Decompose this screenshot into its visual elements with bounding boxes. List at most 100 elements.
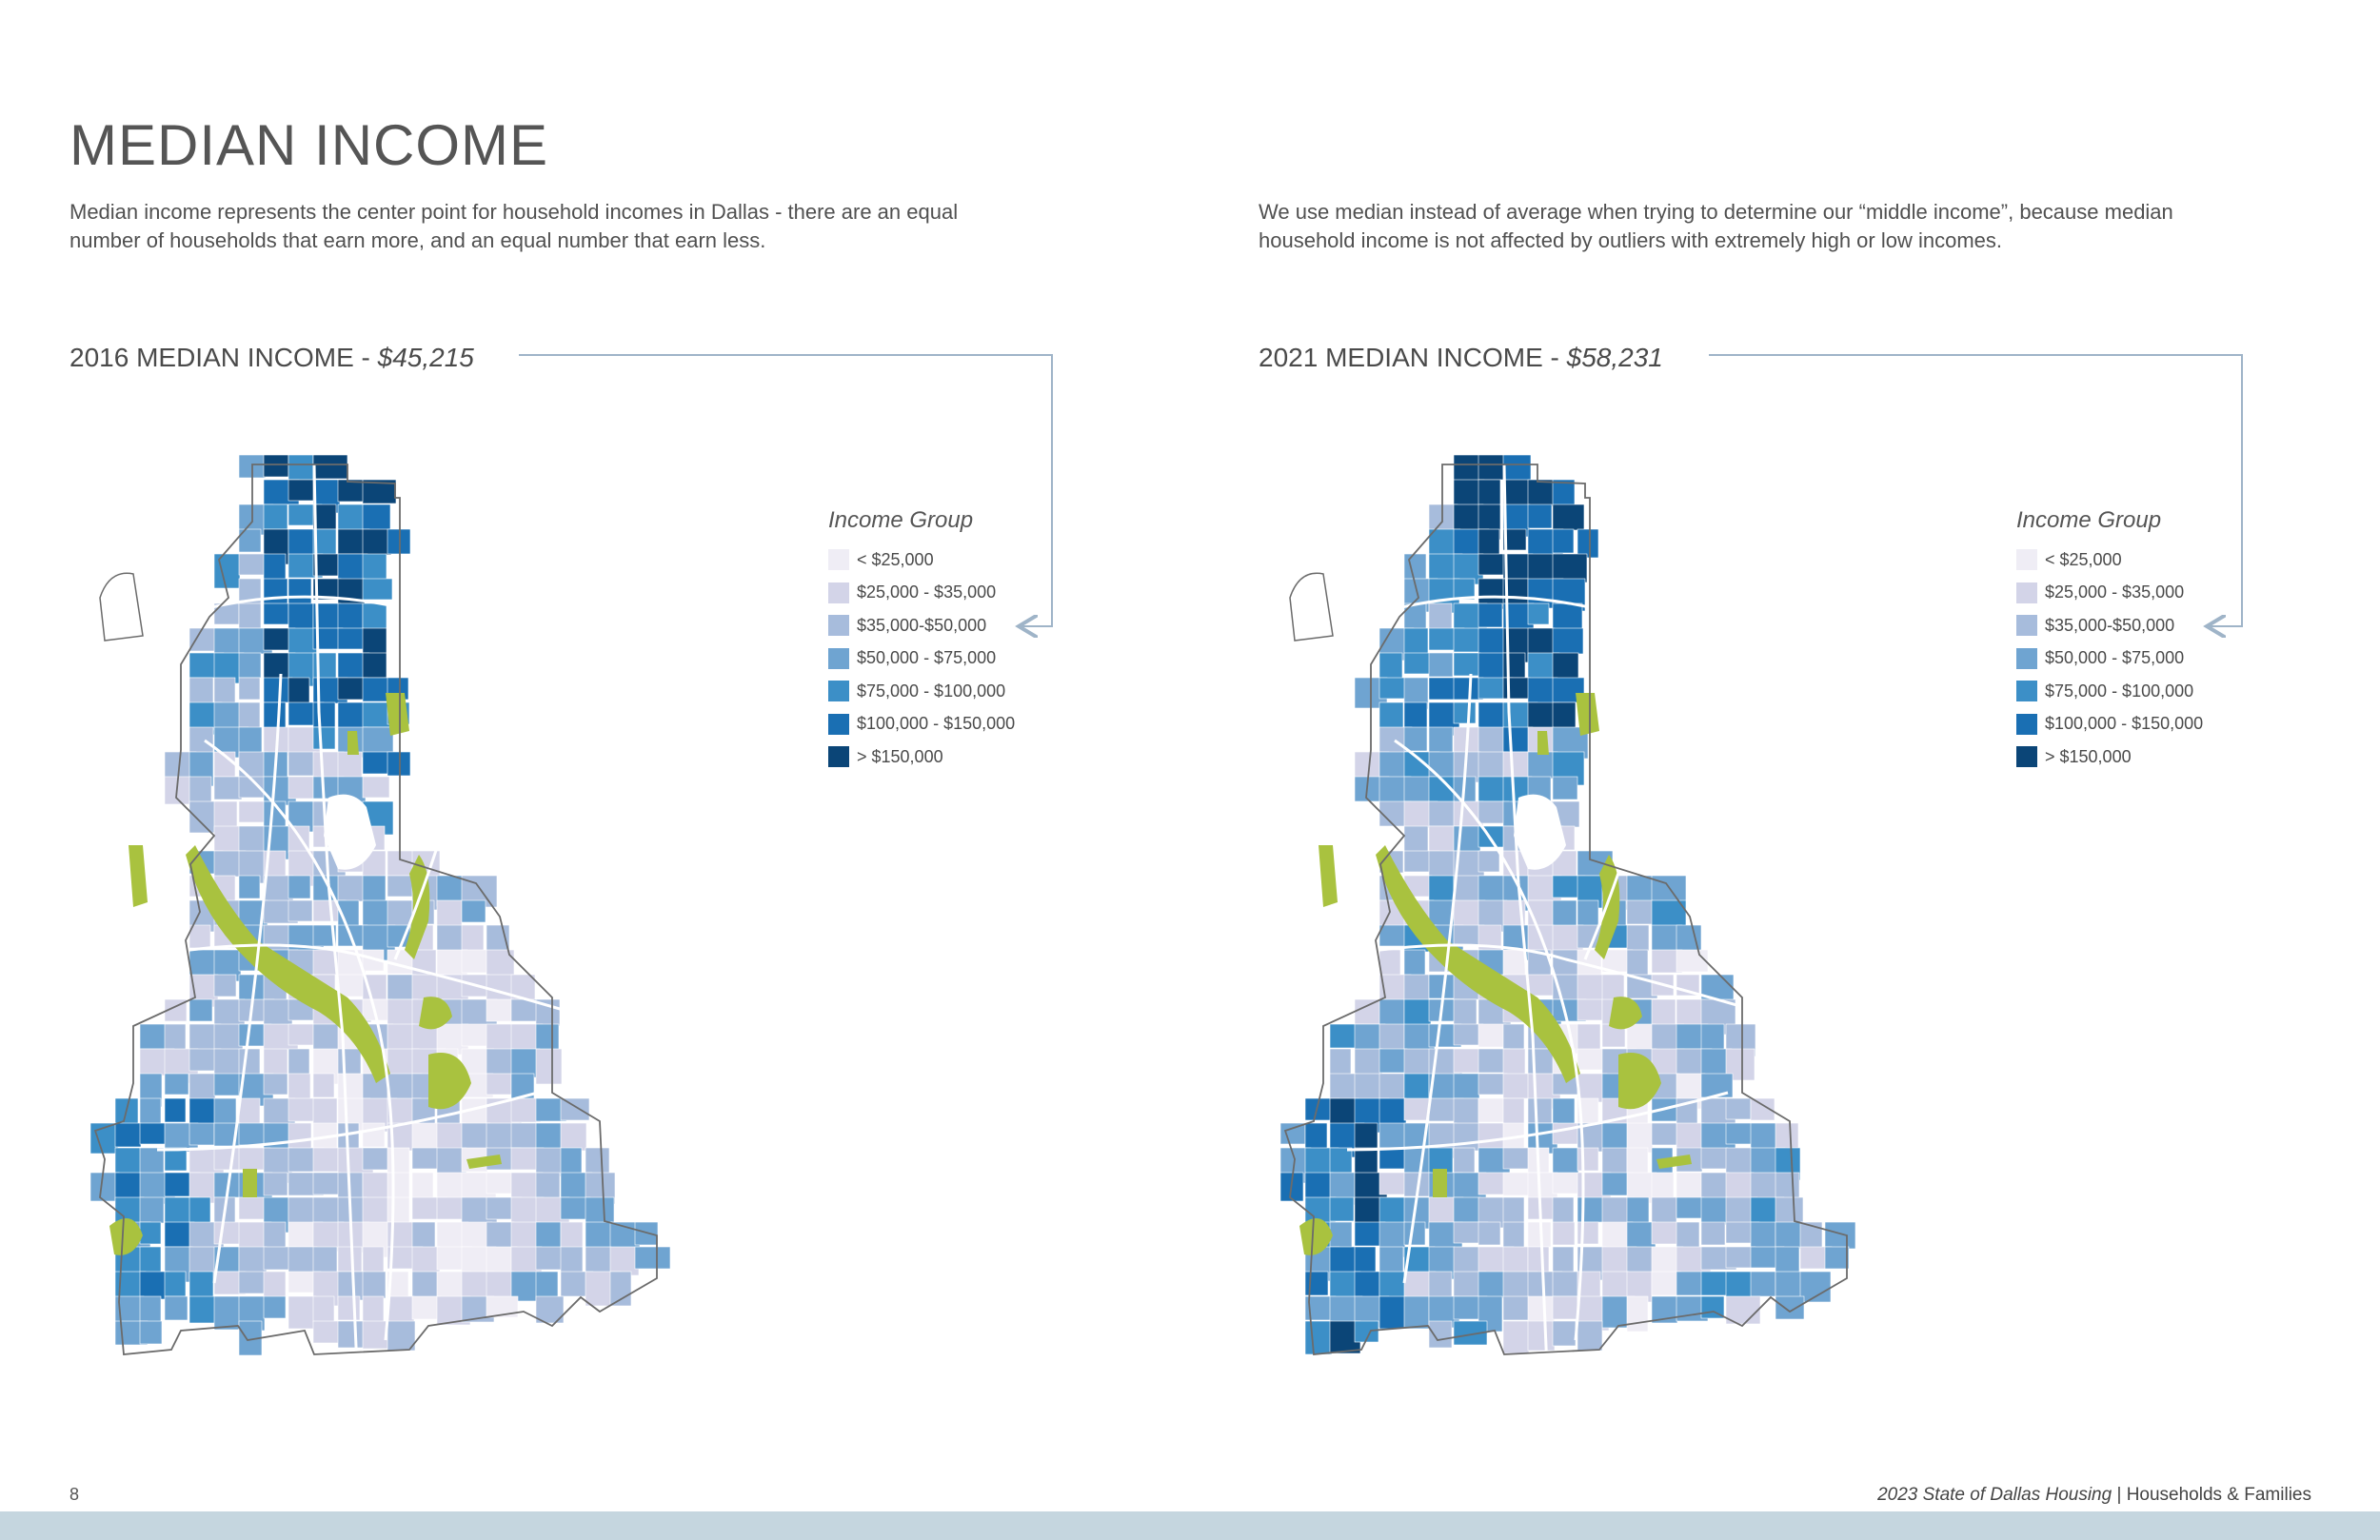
census-tract: [1378, 998, 1405, 1028]
highway-line: [393, 644, 492, 960]
legend-swatch: [2016, 713, 2037, 735]
park-area: [347, 731, 359, 755]
census-tract: [1502, 1295, 1530, 1321]
census-tract: [1453, 1122, 1483, 1152]
census-tract: [263, 578, 288, 607]
census-tract: [1577, 1147, 1599, 1172]
census-tract: [1304, 1172, 1334, 1199]
census-tract: [1527, 602, 1550, 625]
census-tract: [337, 1246, 363, 1273]
census-tract: [362, 677, 391, 702]
census-tract: [1502, 1246, 1529, 1274]
census-tract: [288, 875, 311, 899]
census-tract: [362, 652, 387, 679]
census-tract: [312, 701, 336, 728]
census-tract: [1304, 1271, 1329, 1296]
airport-cutout: [324, 794, 376, 870]
census-tract: [1502, 1320, 1530, 1354]
census-tract: [238, 553, 266, 576]
legend-label: $75,000 - $100,000: [857, 681, 1006, 701]
legend-label: $50,000 - $75,000: [857, 648, 997, 668]
census-tract: [387, 1023, 416, 1053]
legend-item: $100,000 - $150,000: [2016, 708, 2245, 741]
highway-line: [128, 943, 586, 1018]
census-tract: [634, 1246, 671, 1270]
census-tract: [609, 1271, 632, 1307]
legend-label: < $25,000: [857, 549, 934, 569]
census-tract: [535, 1048, 563, 1085]
census-tract: [362, 528, 392, 556]
legend-items: < $25,000 $25,000 - $35,000 $35,000-$50,…: [828, 543, 1057, 774]
census-tract: [486, 1295, 519, 1318]
highway-line: [204, 739, 395, 1341]
census-tract: [1378, 1097, 1407, 1125]
highway-line: [1583, 644, 1682, 960]
census-tract: [1552, 701, 1577, 730]
detached-boundary: [1289, 572, 1334, 642]
census-tract: [461, 924, 485, 954]
census-tract: [263, 1122, 291, 1151]
highway-line: [1318, 943, 1776, 1018]
census-tract: [213, 553, 241, 589]
census-tract: [1626, 1295, 1649, 1333]
park-area: [109, 1218, 143, 1255]
census-tract: [312, 1147, 339, 1173]
income-legend-2021: Income Group < $25,000 $25,000 - $35,000…: [2016, 507, 2245, 774]
census-tract: [535, 1147, 563, 1177]
census-tract: [238, 875, 261, 899]
census-tract: [312, 924, 337, 947]
census-tract: [1577, 528, 1599, 559]
census-tract: [411, 1271, 441, 1300]
page-number: 8: [69, 1485, 80, 1504]
census-tract: [1824, 1221, 1856, 1250]
census-tract: [1527, 503, 1553, 529]
legend-item: $35,000-$50,000: [2016, 609, 2245, 642]
census-tract: [1527, 1320, 1556, 1352]
legend-swatch: [828, 713, 849, 735]
census-tract: [288, 1295, 317, 1330]
census-tract: [1527, 974, 1557, 997]
census-tract: [1626, 1196, 1650, 1224]
census-tract: [1651, 998, 1676, 1027]
census-tract: [139, 1097, 162, 1126]
census-tract: [585, 1196, 615, 1225]
census-tract: [1428, 875, 1455, 904]
census-tract: [411, 1122, 440, 1152]
census-tract: [238, 652, 262, 679]
highway-line: [1346, 1091, 1729, 1152]
census-tract: [1626, 1246, 1656, 1275]
park-area: [1576, 693, 1599, 736]
legend-swatch: [828, 647, 849, 669]
census-tract: [213, 776, 243, 800]
legend-item: $25,000 - $35,000: [2016, 577, 2245, 610]
legend-label: > $150,000: [2045, 746, 2132, 766]
census-tract: [1478, 850, 1500, 873]
census-tract: [337, 751, 363, 779]
census-tract: [1453, 1073, 1480, 1099]
legend-label: $75,000 - $100,000: [2045, 681, 2194, 701]
census-tract: [1775, 1295, 1805, 1320]
legend-swatch: [828, 582, 849, 603]
park-area: [1299, 1218, 1333, 1255]
legend-swatch: [828, 746, 849, 768]
legend-label: $25,000 - $35,000: [2045, 582, 2185, 602]
census-tract: [1329, 1097, 1359, 1128]
census-tract: [634, 1221, 659, 1246]
census-tract: [1552, 1221, 1576, 1246]
legend-label: $50,000 - $75,000: [2045, 648, 2185, 668]
census-tract: [263, 503, 288, 530]
census-tract: [188, 1295, 216, 1324]
census-tract: [288, 1073, 311, 1101]
census-tract: [1378, 1295, 1408, 1330]
footer-section: Households & Families: [2126, 1485, 2311, 1505]
census-tract: [164, 1271, 187, 1297]
census-tract: [139, 1196, 165, 1224]
census-tract: [1626, 899, 1654, 925]
park-area: [386, 693, 409, 736]
census-tract: [1403, 726, 1428, 752]
census-tract: [238, 528, 262, 553]
census-tract: [362, 1122, 386, 1148]
census-tract: [213, 1221, 243, 1245]
census-tract: [213, 825, 242, 853]
census-tract: [1403, 1295, 1430, 1330]
